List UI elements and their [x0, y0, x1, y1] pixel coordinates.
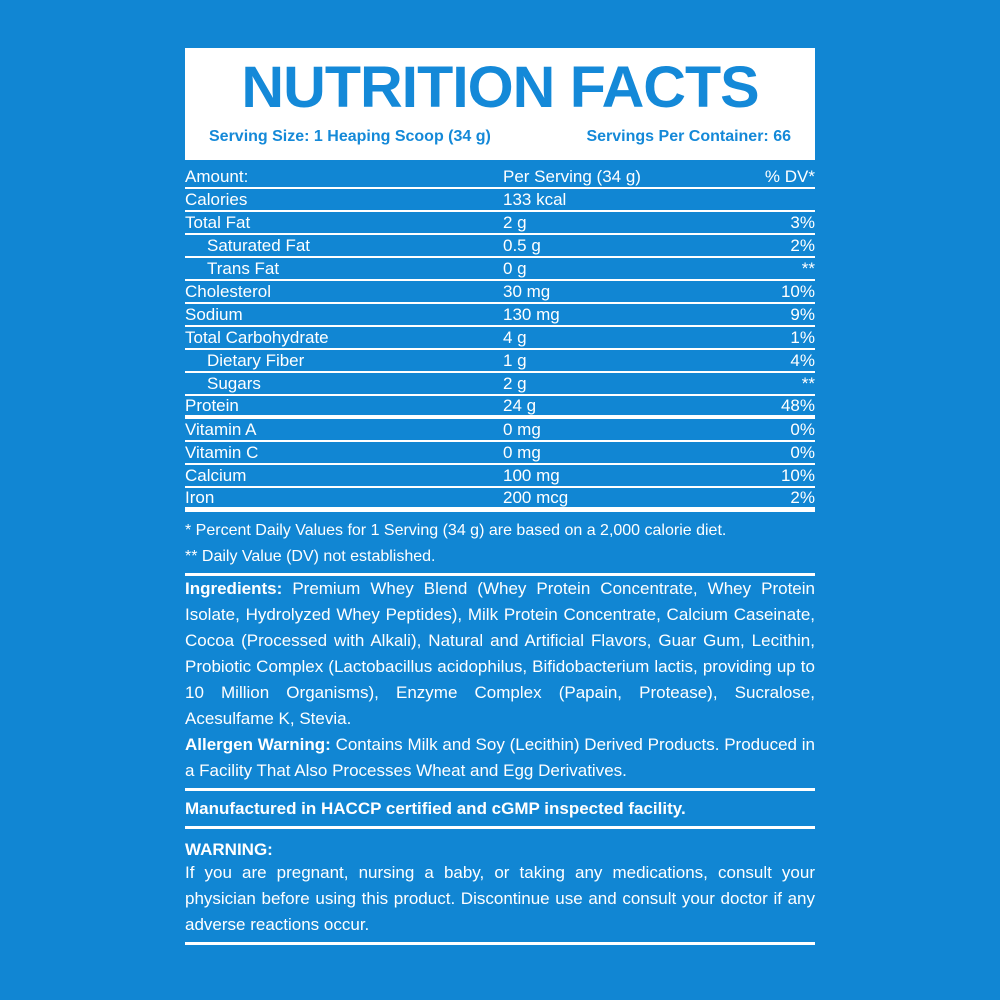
row-label: Cholesterol — [185, 282, 271, 301]
row-value: 4 g — [503, 328, 527, 347]
nutrition-table: Amount: Per Serving (34 g) % DV* Calorie… — [185, 166, 815, 512]
row-label: Vitamin A — [185, 420, 257, 439]
table-row-trans-fat: Trans Fat 0 g ** — [185, 258, 815, 281]
row-dv: 0% — [790, 420, 815, 439]
footnote-dv-not-established: ** Daily Value (DV) not established. — [185, 548, 436, 565]
row-label: Calories — [185, 190, 248, 209]
row-value: 24 g — [503, 396, 537, 415]
section-divider — [185, 826, 815, 829]
row-value: 100 mg — [503, 466, 560, 485]
row-dv: 2% — [790, 236, 815, 255]
table-row-protein: Protein 24 g 48% — [185, 396, 815, 419]
table-row-saturated-fat: Saturated Fat 0.5 g 2% — [185, 235, 815, 258]
row-label: Sodium — [185, 305, 243, 324]
table-row-calories: Calories 133 kcal — [185, 189, 815, 212]
ingredients-heading: Ingredients: — [185, 579, 283, 598]
manufacturing-statement: Manufactured in HACCP certified and cGMP… — [185, 799, 686, 818]
footnotes-section: * Percent Daily Values for 1 Serving (34… — [185, 521, 815, 566]
row-label: Calcium — [185, 466, 247, 485]
allergen-heading: Allergen Warning: — [185, 735, 331, 754]
row-dv: ** — [801, 259, 815, 278]
row-dv: 10% — [780, 282, 815, 301]
amount-column-header: Amount: — [185, 167, 249, 186]
allergen-paragraph: Allergen Warning: Contains Milk and Soy … — [185, 732, 815, 784]
allergen-text: Contains Milk and Soy (Lecithin) Derived… — [185, 735, 815, 780]
row-value: 200 mcg — [503, 488, 569, 507]
row-dv: 2% — [790, 488, 815, 507]
row-value: 2 g — [503, 213, 527, 232]
ingredients-paragraph: Ingredients: Premium Whey Blend (Whey Pr… — [185, 576, 815, 732]
row-value: 133 kcal — [503, 190, 567, 209]
table-row-dietary-fiber: Dietary Fiber 1 g 4% — [185, 350, 815, 373]
row-value: 0 g — [503, 259, 527, 278]
row-dv: 48% — [780, 396, 815, 415]
ingredients-text: Premium Whey Blend (Whey Protein Concent… — [185, 579, 815, 728]
servings-per-container-text: Servings Per Container: 66 — [586, 128, 791, 145]
nutrition-label: NUTRITION FACTS Serving Size: 1 Heaping … — [185, 0, 815, 945]
row-label: Total Fat — [185, 213, 251, 232]
row-value: 1 g — [503, 351, 527, 370]
table-row-vitamin-c: Vitamin C 0 mg 0% — [185, 442, 815, 465]
table-row-sugars: Sugars 2 g ** — [185, 373, 815, 396]
row-label: Vitamin C — [185, 443, 259, 462]
table-header-row: Amount: Per Serving (34 g) % DV* — [185, 166, 815, 189]
table-row-vitamin-a: Vitamin A 0 mg 0% — [185, 419, 815, 442]
footnote-daily-values: * Percent Daily Values for 1 Serving (34… — [185, 522, 727, 539]
row-label: Dietary Fiber — [207, 351, 305, 370]
row-label: Trans Fat — [207, 259, 280, 278]
row-value: 0 mg — [503, 420, 541, 439]
row-label: Sugars — [207, 374, 261, 393]
serving-size-text: Serving Size: 1 Heaping Scoop (34 g) — [209, 128, 491, 145]
row-dv: ** — [801, 374, 815, 393]
table-row-sodium: Sodium 130 mg 9% — [185, 304, 815, 327]
row-dv: 0% — [790, 443, 815, 462]
row-dv: 1% — [790, 328, 815, 347]
row-dv: 9% — [790, 305, 815, 324]
serving-info-row: Serving Size: 1 Heaping Scoop (34 g) Ser… — [207, 128, 793, 146]
dv-column-header: % DV* — [764, 167, 815, 186]
row-label: Saturated Fat — [207, 236, 311, 255]
warning-paragraph: If you are pregnant, nursing a baby, or … — [185, 863, 815, 934]
row-label: Protein — [185, 396, 239, 415]
table-row-total-fat: Total Fat 2 g 3% — [185, 212, 815, 235]
row-dv: 3% — [790, 213, 815, 232]
table-row-iron: Iron 200 mcg 2% — [185, 488, 815, 512]
row-value: 0 mg — [503, 443, 541, 462]
table-row-calcium: Calcium 100 mg 10% — [185, 465, 815, 488]
row-dv: 4% — [790, 351, 815, 370]
section-divider — [185, 788, 815, 791]
row-value: 0.5 g — [503, 236, 541, 255]
header-panel: NUTRITION FACTS Serving Size: 1 Heaping … — [185, 48, 815, 160]
row-value: 30 mg — [503, 282, 551, 301]
label-title: NUTRITION FACTS — [241, 55, 759, 120]
warning-heading: WARNING: — [185, 840, 273, 859]
table-row-total-carbohydrate: Total Carbohydrate 4 g 1% — [185, 327, 815, 350]
per-serving-column-header: Per Serving (34 g) — [503, 167, 641, 186]
section-divider — [185, 573, 815, 576]
bottom-divider — [185, 942, 815, 945]
row-dv: 10% — [780, 466, 815, 485]
row-label: Iron — [185, 488, 215, 507]
row-label: Total Carbohydrate — [185, 328, 329, 347]
table-row-cholesterol: Cholesterol 30 mg 10% — [185, 281, 815, 304]
row-value: 2 g — [503, 374, 527, 393]
row-value: 130 mg — [503, 305, 560, 324]
